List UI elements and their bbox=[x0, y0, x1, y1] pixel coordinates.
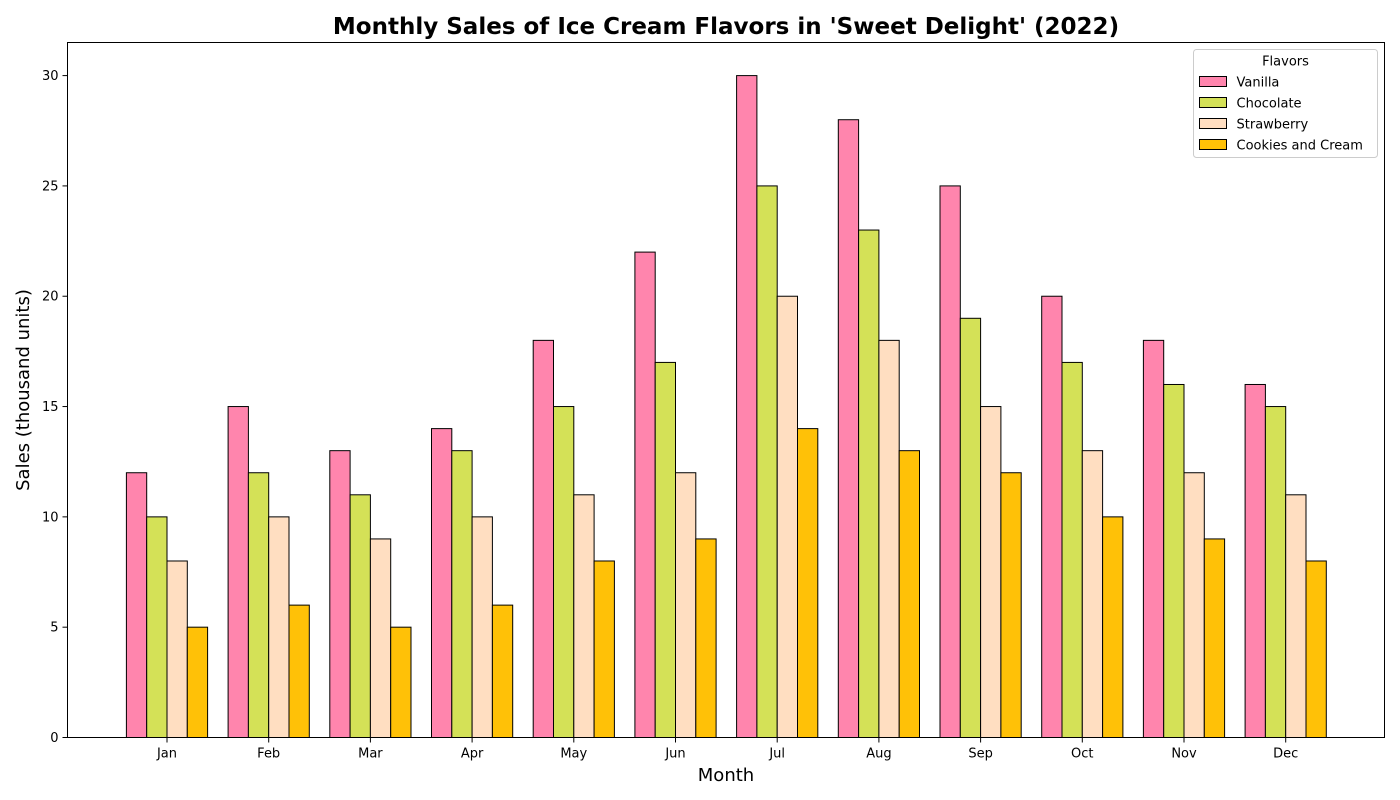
legend-box bbox=[1193, 49, 1378, 158]
bar-chocolate-jun bbox=[654, 361, 677, 738]
x-axis-label: Month bbox=[698, 765, 754, 786]
bar-strawberry-aug bbox=[878, 339, 900, 738]
y-axis: 0 5 10 15 20 25 30 bbox=[42, 69, 68, 746]
bar-cookies-and-cream-may bbox=[593, 560, 615, 738]
bar-vanilla-mar bbox=[329, 450, 351, 738]
bar-chocolate-dec bbox=[1264, 406, 1287, 738]
bar-chocolate-may bbox=[553, 406, 575, 738]
bar-cookies-and-cream-jul bbox=[797, 428, 819, 738]
y-axis-label: Sales (thousand units) bbox=[13, 289, 34, 491]
bar-cookies-and-cream-jan bbox=[186, 626, 209, 738]
bar-strawberry-jul bbox=[776, 295, 799, 738]
x-tick-label: Aug bbox=[866, 747, 891, 762]
legend-label-strawberry: Strawberry bbox=[1237, 118, 1309, 133]
bar-vanilla-may bbox=[532, 339, 555, 738]
y-tick-label: 30 bbox=[42, 69, 59, 84]
bar-vanilla-dec bbox=[1244, 383, 1266, 738]
y-tick-label: 10 bbox=[42, 510, 59, 525]
legend: Flavors Vanilla Chocolate Strawberry Cookies… bbox=[1193, 49, 1378, 158]
y-tick-label: 5 bbox=[50, 621, 58, 636]
bar-cookies-and-cream-apr bbox=[491, 604, 514, 738]
bar-vanilla-sep bbox=[939, 185, 961, 739]
bar-strawberry-oct bbox=[1081, 450, 1104, 738]
plot-frame bbox=[67, 42, 1385, 738]
bar-vanilla-apr bbox=[431, 428, 453, 738]
x-axis: Jan Feb Mar Apr May Jun Jul Aug Sep Oct Nov Dec bbox=[156, 737, 1298, 762]
bar-cookies-and-cream-jun bbox=[695, 538, 717, 738]
bar-cookies-and-cream-dec bbox=[1305, 560, 1327, 738]
x-tick-label: Mar bbox=[358, 747, 383, 762]
bar-vanilla-oct bbox=[1041, 295, 1063, 738]
bar-vanilla-jan bbox=[125, 472, 148, 738]
y-tick-label: 20 bbox=[42, 290, 59, 305]
bar-cookies-and-cream-feb bbox=[288, 604, 310, 738]
legend-swatch-strawberry bbox=[1199, 118, 1227, 129]
y-tick-label: 0 bbox=[50, 731, 58, 746]
bar-strawberry-sep bbox=[980, 406, 1002, 738]
bar-chocolate-sep bbox=[959, 317, 982, 738]
legend-label-cookies-and-cream: Cookies and Cream bbox=[1237, 139, 1363, 154]
x-tick-label: May bbox=[560, 747, 587, 762]
chart-title: Monthly Sales of Ice Cream Flavors in 'S… bbox=[333, 14, 1119, 40]
bar-cookies-and-cream-sep bbox=[1000, 472, 1022, 738]
bar-strawberry-mar bbox=[369, 538, 392, 738]
x-tick-label: Jan bbox=[156, 747, 177, 762]
bar-vanilla-feb bbox=[227, 406, 249, 738]
x-tick-label: Jun bbox=[664, 747, 685, 762]
legend-label-vanilla: Vanilla bbox=[1237, 76, 1280, 91]
x-tick-label: Feb bbox=[257, 747, 280, 762]
bar-chocolate-feb bbox=[247, 472, 270, 738]
bar-vanilla-jul bbox=[736, 75, 758, 739]
x-tick-label: Nov bbox=[1171, 747, 1197, 762]
bar-strawberry-jun bbox=[675, 472, 697, 738]
y-tick-label: 15 bbox=[42, 400, 59, 415]
bar-cookies-and-cream-mar bbox=[390, 626, 412, 738]
bar-chocolate-jan bbox=[146, 516, 168, 738]
x-tick-label: Apr bbox=[461, 747, 484, 762]
bar-chocolate-oct bbox=[1061, 361, 1083, 738]
bar-strawberry-nov bbox=[1183, 472, 1205, 738]
bar-vanilla-aug bbox=[837, 119, 860, 739]
bars bbox=[125, 75, 1327, 739]
bar-chocolate-nov bbox=[1163, 383, 1185, 738]
bar-cookies-and-cream-aug bbox=[898, 450, 921, 738]
bar-cookies-and-cream-nov bbox=[1203, 538, 1226, 738]
legend-swatch-cookies-and-cream bbox=[1199, 139, 1227, 150]
x-tick-label: Sep bbox=[968, 747, 993, 762]
bar-chocolate-mar bbox=[349, 494, 371, 738]
bar-strawberry-jan bbox=[166, 560, 188, 738]
bar-vanilla-jun bbox=[634, 251, 656, 738]
bar-cookies-and-cream-oct bbox=[1102, 516, 1124, 738]
bar-chocolate-apr bbox=[451, 450, 473, 738]
bar-chocolate-aug bbox=[858, 229, 880, 738]
x-tick-label: Jul bbox=[768, 747, 785, 762]
bar-strawberry-dec bbox=[1285, 494, 1307, 738]
bar-vanilla-nov bbox=[1142, 339, 1165, 738]
legend-swatch-vanilla bbox=[1199, 76, 1227, 87]
legend-swatch-chocolate bbox=[1199, 97, 1227, 108]
legend-label-chocolate: Chocolate bbox=[1237, 97, 1302, 112]
bar-strawberry-apr bbox=[471, 516, 493, 738]
legend-title: Flavors bbox=[1262, 55, 1309, 70]
bar-strawberry-may bbox=[573, 494, 595, 738]
y-tick-label: 25 bbox=[42, 179, 59, 194]
bar-chocolate-jul bbox=[756, 185, 778, 739]
x-tick-label: Oct bbox=[1071, 747, 1093, 762]
x-tick-label: Dec bbox=[1273, 747, 1298, 762]
bar-strawberry-feb bbox=[268, 516, 290, 738]
